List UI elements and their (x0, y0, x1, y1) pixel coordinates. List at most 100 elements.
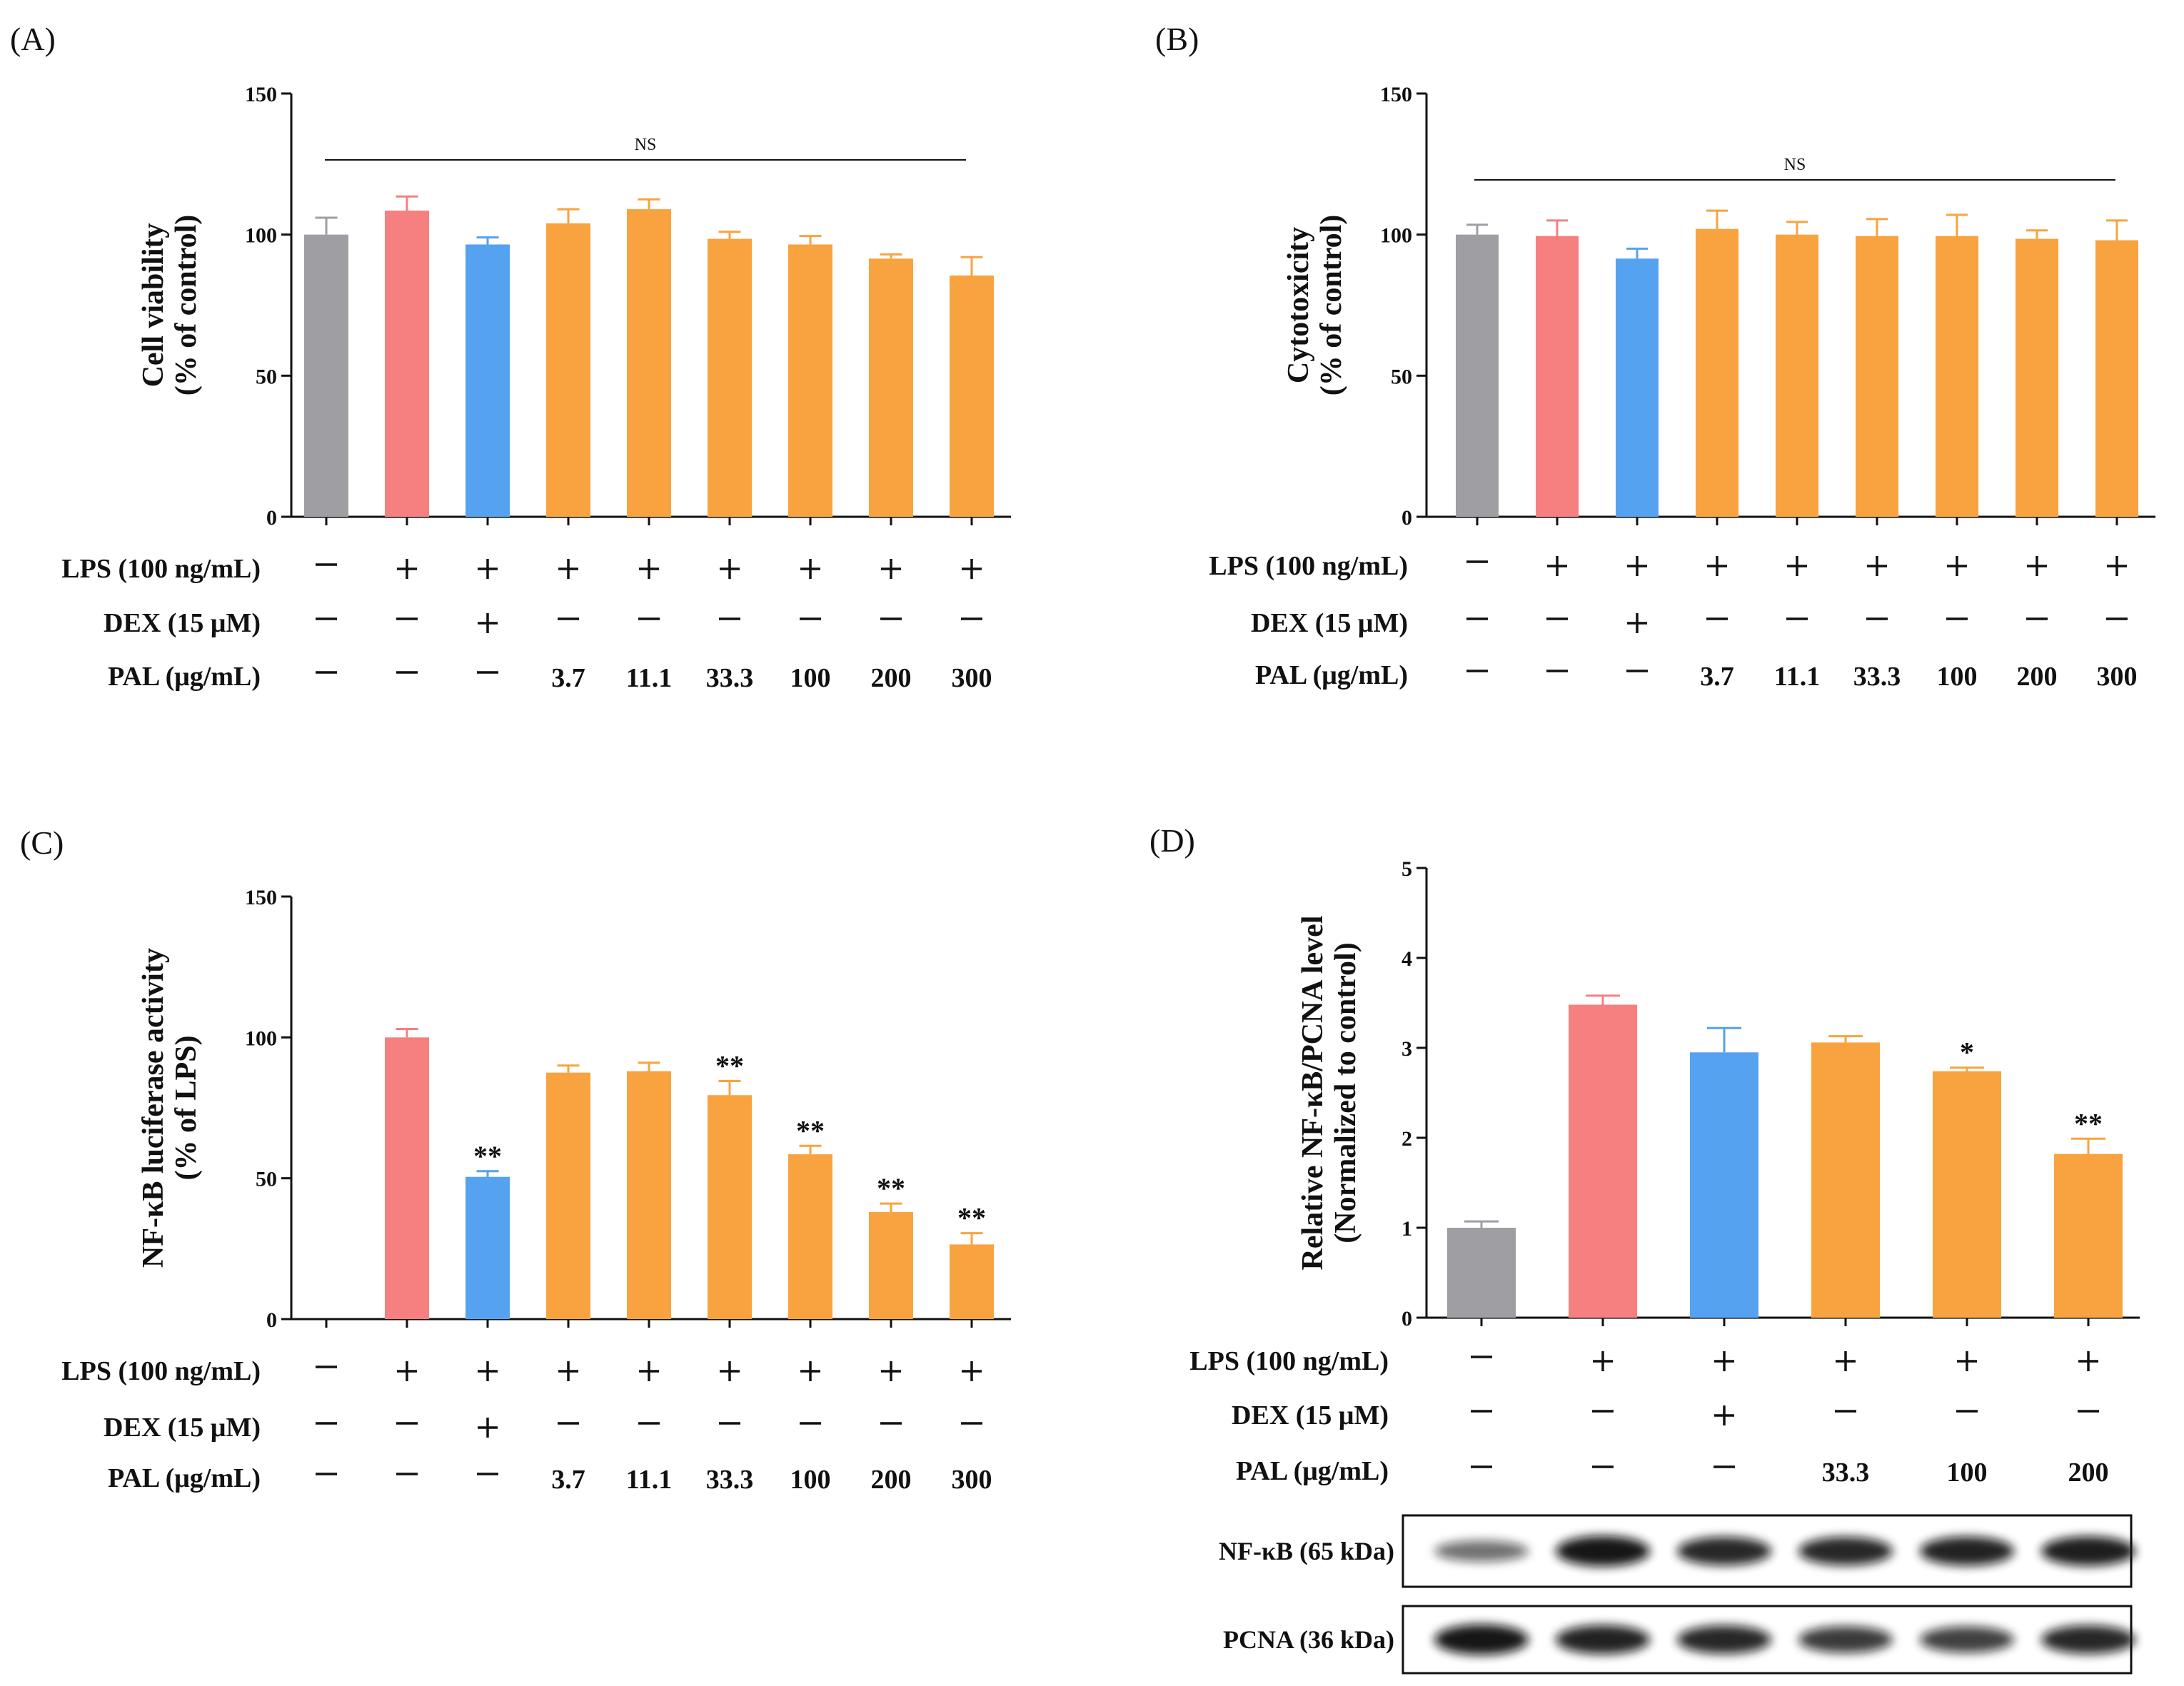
bar (2016, 238, 2058, 517)
y-tick-label: 1 (1402, 1217, 1412, 1241)
bar (1569, 1004, 1637, 1318)
bar (950, 1244, 994, 1319)
y-tick-label: 150 (245, 886, 277, 909)
blot-label: NF-κB (65 kDa) (1219, 1537, 1394, 1565)
panel-b: (B) 0 50 100 150 Cytotoxicity (% of control) NS… (1155, 21, 2155, 692)
bar (788, 1154, 832, 1319)
treatment-value: 100 (1937, 662, 1978, 692)
blot-band (1556, 1535, 1650, 1567)
y-tick-label: 3 (1402, 1037, 1412, 1061)
panel-label: (D) (1149, 822, 1195, 859)
bar (1616, 258, 1659, 517)
treatment-value: 100 (790, 1465, 831, 1495)
bar (1936, 236, 1978, 517)
bar (466, 244, 510, 517)
treatment-value: 3.7 (551, 1465, 585, 1495)
blot-band (1677, 1625, 1771, 1655)
blot-band (1920, 1626, 2014, 1653)
bar (1536, 236, 1579, 517)
treatment-value: 3.7 (551, 663, 585, 693)
bar (708, 238, 752, 517)
treatment-label: PAL (μg/mL) (1236, 1456, 1389, 1486)
y-tick-label: 2 (1402, 1127, 1412, 1151)
y-axis-label: (Normalized to control) (1329, 942, 1362, 1243)
y-tick-label: 100 (245, 1026, 277, 1050)
treatment-value: 200 (2017, 662, 2058, 692)
treatment-value: 33.3 (706, 1465, 754, 1495)
bar (627, 209, 671, 517)
y-tick-label: 0 (266, 506, 277, 530)
y-axis-label: (% of control) (1315, 215, 1348, 396)
bar (1456, 234, 1499, 517)
treatment-label: PAL (μg/mL) (108, 662, 261, 692)
bar (950, 275, 994, 517)
ns-label: NS (635, 136, 657, 154)
treatment-value: 100 (1947, 1458, 1988, 1488)
y-tick-label: 150 (1380, 83, 1412, 106)
treatment-label: LPS (100 ng/mL) (1189, 1346, 1389, 1376)
bar (546, 1072, 590, 1319)
y-tick-label: 50 (256, 365, 277, 388)
panel-label: (A) (10, 21, 56, 57)
treatment-value: 11.1 (626, 663, 672, 693)
blot-band (1434, 1540, 1529, 1562)
bar (385, 211, 429, 517)
bar (869, 258, 913, 517)
significance-mark: ** (957, 1202, 986, 1234)
treatment-label: PAL (μg/mL) (1255, 660, 1408, 690)
bar (1811, 1042, 1880, 1318)
blot-band (1920, 1536, 2014, 1566)
y-axis-label: Relative NF-κB/PCNA level (1297, 916, 1329, 1271)
y-tick-label: 5 (1402, 857, 1412, 881)
bar (1447, 1228, 1516, 1318)
y-axis-label: (% of LPS) (170, 1036, 203, 1181)
bar (1933, 1071, 2001, 1318)
treatment-value: 300 (952, 1465, 992, 1495)
treatment-label: DEX (15 μM) (1232, 1400, 1389, 1430)
y-tick-label: 150 (245, 83, 277, 106)
treatment-label: LPS (100 ng/mL) (61, 554, 261, 584)
y-axis-label: (% of control) (170, 215, 203, 396)
significance-mark: * (1960, 1036, 1974, 1069)
significance-mark: ** (877, 1172, 905, 1204)
treatment-value: 200 (2068, 1458, 2109, 1488)
blot-band (1798, 1536, 1893, 1566)
bar (385, 1037, 429, 1319)
y-tick-label: 4 (1402, 947, 1412, 971)
treatment-value: 300 (952, 663, 992, 693)
treatment-label: DEX (15 μM) (104, 608, 261, 638)
bar (304, 234, 348, 517)
blot-band (2041, 1536, 2135, 1566)
treatment-value: 33.3 (1853, 662, 1901, 692)
treatment-value: 33.3 (1822, 1458, 1870, 1488)
y-tick-label: 0 (1402, 506, 1412, 530)
y-tick-label: 50 (1391, 365, 1412, 388)
treatment-value: 33.3 (706, 663, 754, 693)
bar (788, 244, 832, 517)
treatment-value: 3.7 (1700, 662, 1734, 692)
bar (627, 1071, 671, 1319)
panel-d: (D) 0 1 2 3 4 5 Relative NF-κB/PCNA level (Norma… (1149, 822, 2140, 1675)
y-tick-label: 100 (245, 224, 277, 248)
treatment-label: DEX (15 μM) (104, 1413, 261, 1443)
treatment-value: 11.1 (626, 1465, 672, 1495)
blot-band (2041, 1625, 2135, 1655)
blot-band (1434, 1624, 1529, 1655)
y-axis-label: NF-κB luciferase activity (137, 948, 170, 1268)
significance-mark: ** (715, 1050, 744, 1082)
bar (1776, 234, 1818, 517)
panel-a: (A) 0 50 100 150 Cell viability (% of control)… (10, 21, 1011, 693)
treatment-label: LPS (100 ng/mL) (1209, 551, 1408, 581)
treatment-value: 100 (790, 663, 831, 693)
bar (546, 223, 590, 517)
significance-mark: ** (473, 1140, 502, 1172)
treatment-value: 200 (871, 663, 912, 693)
treatment-label: PAL (μg/mL) (108, 1463, 261, 1493)
significance-mark: ** (2074, 1107, 2103, 1139)
significance-mark: ** (796, 1114, 825, 1146)
y-tick-label: 0 (266, 1308, 277, 1332)
y-tick-label: 50 (256, 1168, 277, 1191)
y-axis-label: Cell viability (137, 223, 170, 388)
ns-label: NS (1784, 156, 1806, 174)
